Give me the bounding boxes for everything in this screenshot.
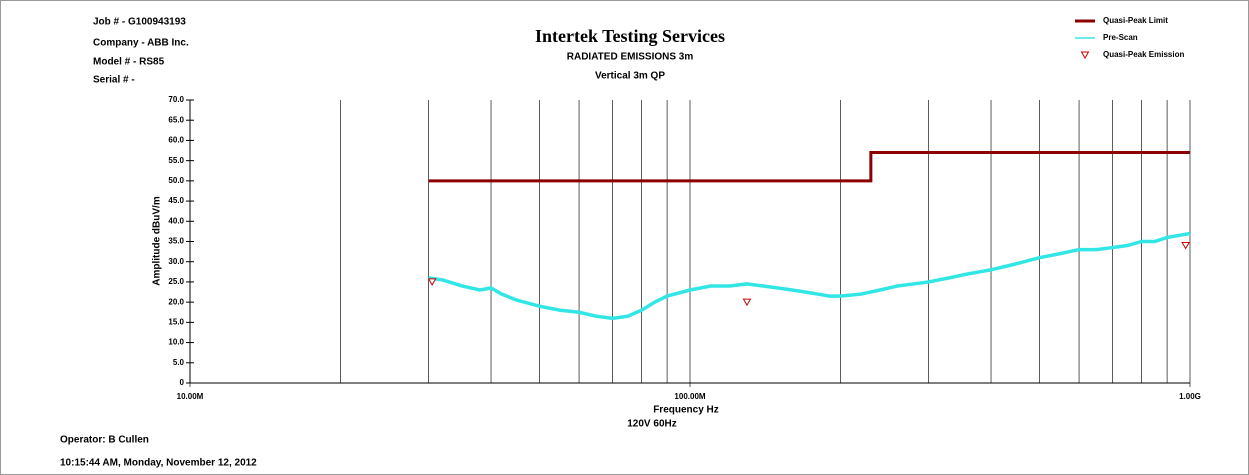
y-tick-label: 65.0 xyxy=(168,115,184,124)
operator: Operator: B Cullen xyxy=(60,435,149,446)
y-tick-label: 35.0 xyxy=(168,237,184,246)
x-tick-label: 100.00M xyxy=(674,392,705,401)
y-tick-label: 60.0 xyxy=(168,136,184,145)
x-note: 120V 60Hz xyxy=(627,419,676,430)
y-axis-label: Amplitude dBuV/m xyxy=(152,196,163,286)
x-axis-label: Frequency Hz xyxy=(653,405,719,416)
timestamp: 10:15:44 AM, Monday, November 12, 2012 xyxy=(60,458,257,469)
y-tick-label: 70.0 xyxy=(168,95,184,104)
emission-marker xyxy=(742,298,752,307)
y-tick-label: 15.0 xyxy=(168,317,184,326)
series-line xyxy=(428,151,1190,183)
legend-label: Quasi-Peak Emission xyxy=(1103,50,1184,59)
y-tick-label: 50.0 xyxy=(168,176,184,185)
legend-label: Quasi-Peak Limit xyxy=(1103,16,1168,25)
y-tick-label: 30.0 xyxy=(168,257,184,266)
y-tick-label: 0 xyxy=(180,378,185,387)
y-tick-label: 5.0 xyxy=(173,358,185,367)
y-tick-label: 45.0 xyxy=(168,196,184,205)
y-tick-label: 20.0 xyxy=(168,297,184,306)
y-tick-label: 55.0 xyxy=(168,156,184,165)
legend-label: Pre-Scan xyxy=(1103,33,1138,42)
serial: Serial # - xyxy=(93,75,135,86)
y-tick-label: 10.0 xyxy=(168,338,184,347)
chart-title: Intertek Testing Services xyxy=(535,26,725,46)
company: Company - ABB Inc. xyxy=(93,38,189,49)
x-tick-label: 1.00G xyxy=(1179,392,1201,401)
subtitle: RADIATED EMISSIONS 3m xyxy=(567,52,694,63)
y-tick-label: 40.0 xyxy=(168,216,184,225)
x-tick-label: 10.00M xyxy=(177,392,204,401)
series-line xyxy=(428,231,1191,321)
emission-marker xyxy=(427,278,437,286)
emission-marker xyxy=(1181,242,1190,250)
legend-marker xyxy=(1080,51,1090,59)
y-tick-label: 25.0 xyxy=(168,277,184,286)
job: Job # - G100943193 xyxy=(93,17,186,28)
subtitle: Vertical 3m QP xyxy=(595,71,665,82)
model: Model # - RS85 xyxy=(93,57,165,68)
